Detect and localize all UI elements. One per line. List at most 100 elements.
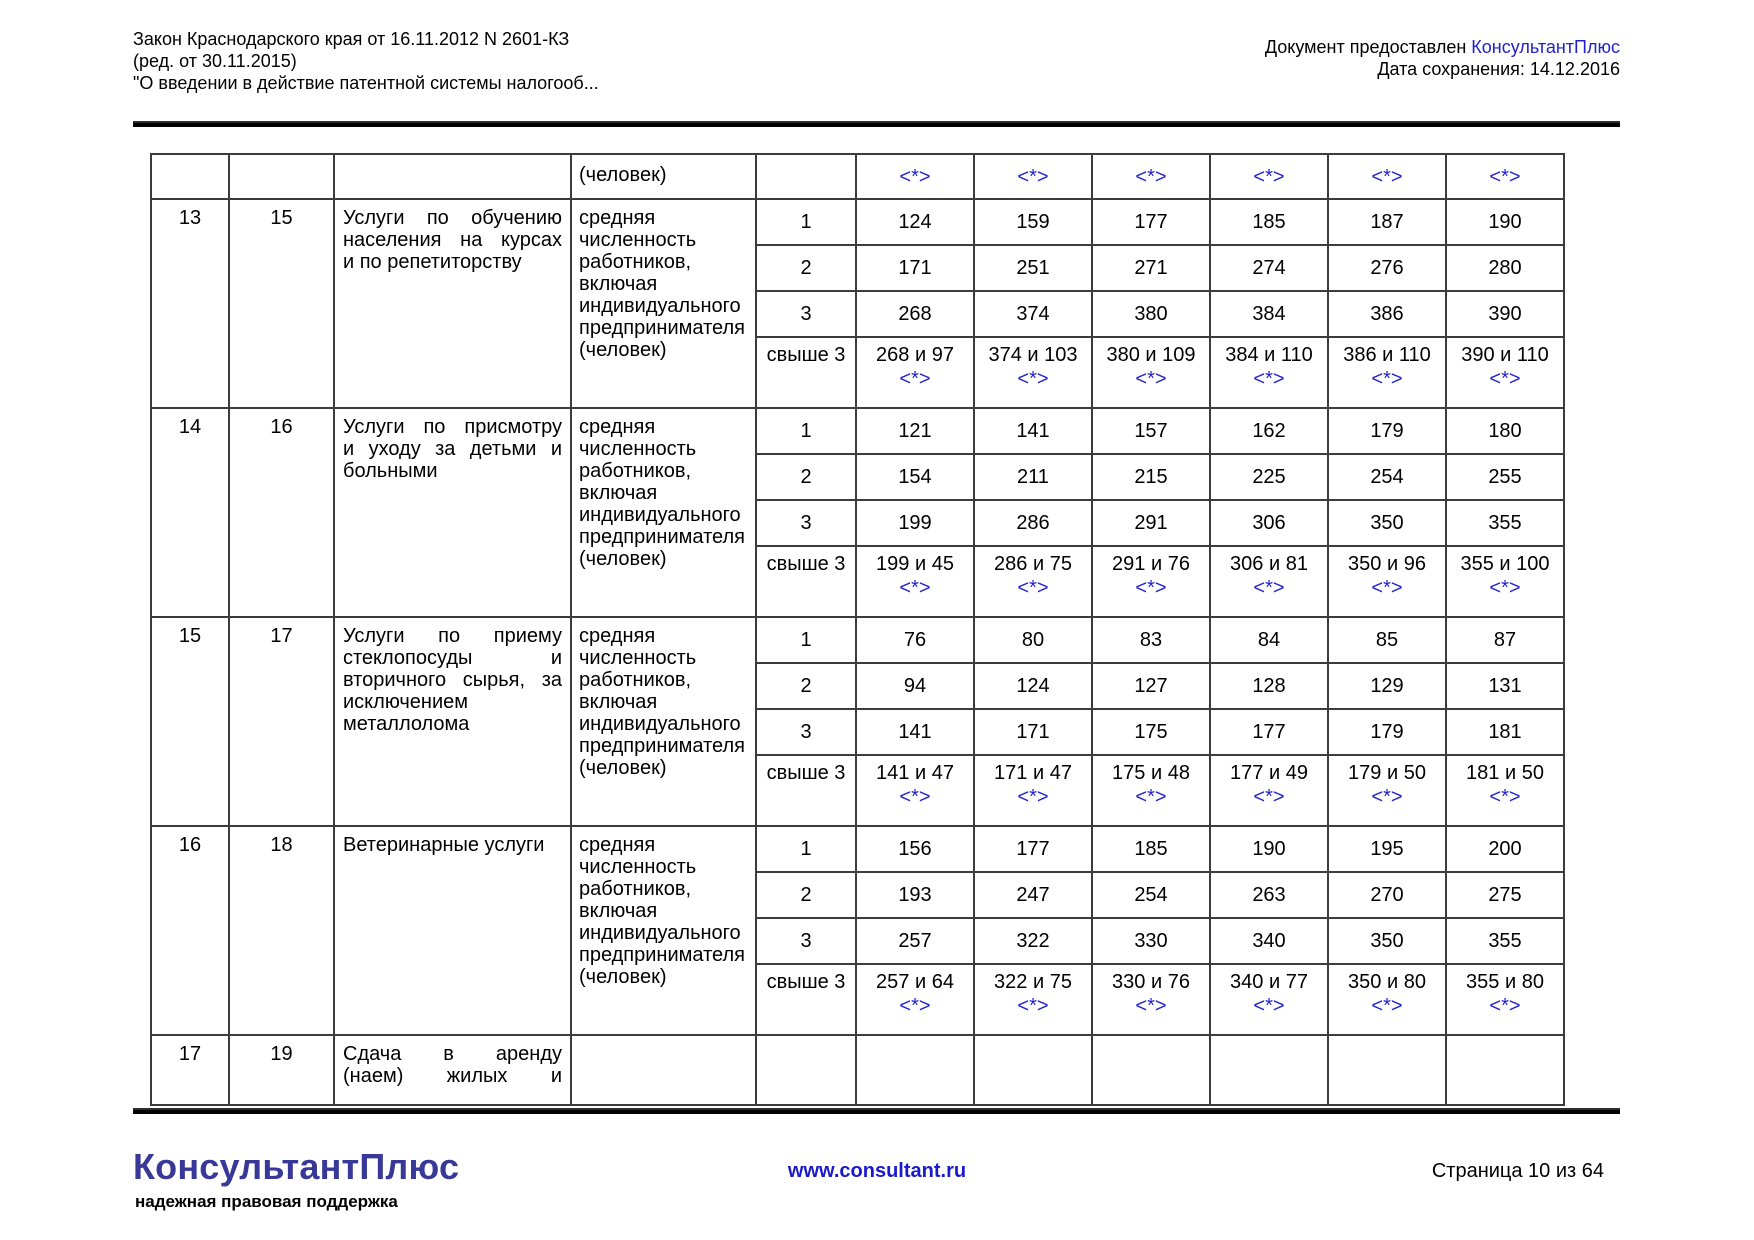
size-label-cell: 2 (755, 662, 857, 710)
footnote-link[interactable]: <*> (899, 995, 931, 1017)
footnote-link[interactable]: <*> (1017, 786, 1049, 808)
value-cell: 280 (1445, 244, 1565, 292)
classifier-number-cell: 18 (228, 825, 335, 1036)
value-cell: 340 и 77 <*> (1209, 963, 1329, 1036)
value-cell: 175 и 48 <*> (1091, 754, 1211, 827)
value-text: 156 (898, 837, 932, 860)
footnote-link[interactable]: <*> (1371, 577, 1403, 599)
value-cell: 251 (973, 244, 1093, 292)
service-cell: Услуги по приему стеклопосуды и вторичного… (333, 616, 572, 827)
footnote-cell: <*> (1445, 153, 1565, 200)
value-text: 254 (1134, 883, 1168, 906)
footnote-link[interactable]: <*> (899, 165, 931, 188)
save-date: Дата сохранения: 14.12.2016 (1377, 59, 1620, 79)
value-cell: 177 (1209, 708, 1329, 756)
value-text: 179 (1370, 720, 1404, 743)
footnote-link[interactable]: <*> (1371, 165, 1403, 188)
value-text: 84 (1257, 628, 1281, 651)
footnote-link[interactable]: <*> (1489, 995, 1521, 1017)
value-cell: 179 и 50 <*> (1327, 754, 1447, 827)
classifier-number-cell: 15 (228, 198, 335, 409)
value-text: 270 (1370, 883, 1404, 906)
footnote-link[interactable]: <*> (1253, 995, 1285, 1017)
service-cell (333, 153, 572, 200)
service-text-line: Услуги по обучению (343, 207, 562, 229)
table-row: 14 16 Услуги по присмотру и уходу за детьми… (150, 407, 1565, 618)
footnote-link[interactable]: <*> (1135, 995, 1167, 1017)
table-row: 2 193 247 254 263 270 275 (151, 871, 1565, 919)
service-cell: Услуги по присмотру и уходу за детьми и бо… (333, 407, 572, 618)
footnote-link[interactable]: <*> (899, 368, 931, 390)
value-cell: 187 (1327, 198, 1447, 246)
value-text: 141 (898, 720, 932, 743)
value-cell: 355 (1445, 917, 1565, 965)
table-row: свыше 3 257 и 64 <*> 322 и 75 <*> 330 и 76 <*>… (151, 963, 1565, 1036)
value-text: 200 (1488, 837, 1522, 860)
footnote-link[interactable]: <*> (1135, 577, 1167, 599)
value-cell: 193 (855, 871, 975, 919)
footnote-link[interactable]: <*> (1135, 165, 1167, 188)
value-text: 374 и 103 (988, 344, 1078, 366)
footnote-link[interactable]: <*> (1489, 368, 1521, 390)
classifier-number-cell: 17 (228, 616, 335, 827)
footnote-link[interactable]: <*> (1489, 165, 1521, 188)
footnote-cell: <*> (973, 153, 1093, 200)
value-text: 127 (1134, 674, 1168, 697)
value-cell (855, 1034, 975, 1106)
consultantplus-link[interactable]: КонсультантПлюс (1471, 37, 1620, 57)
size-label-cell: свыше 3 (755, 545, 857, 618)
value-cell: 94 (855, 662, 975, 710)
value-text: 257 (898, 929, 932, 952)
value-cell: 185 (1209, 198, 1329, 246)
footnote-link[interactable]: <*> (1017, 577, 1049, 599)
value-text: 80 (1021, 628, 1045, 651)
footnote-link[interactable]: <*> (1253, 368, 1285, 390)
footnote-cell: <*> (1209, 153, 1329, 200)
consultantplus-logo: КонсультантПлюс (133, 1146, 460, 1187)
value-cell (1445, 1034, 1565, 1106)
value-cell: 247 (973, 871, 1093, 919)
footnote-link[interactable]: <*> (1371, 786, 1403, 808)
value-text: 225 (1252, 465, 1286, 488)
footnote-link[interactable]: <*> (1017, 165, 1049, 188)
footnote-link[interactable]: <*> (899, 786, 931, 808)
value-cell: 177 (1091, 198, 1211, 246)
value-text: 390 (1488, 302, 1522, 325)
footnote-link[interactable]: <*> (1253, 786, 1285, 808)
footnote-link[interactable]: <*> (1253, 165, 1285, 188)
footnote-link[interactable]: <*> (1489, 786, 1521, 808)
value-cell: 87 (1445, 616, 1565, 664)
value-text: 355 (1488, 511, 1522, 534)
footnote-link[interactable]: <*> (1017, 995, 1049, 1017)
row-number-cell: 15 (150, 616, 230, 827)
footnote-link[interactable]: <*> (1253, 577, 1285, 599)
value-text: 251 (1016, 256, 1050, 279)
footnote-link[interactable]: <*> (1371, 368, 1403, 390)
value-cell: 271 (1091, 244, 1211, 292)
table-row: 2 154 211 215 225 254 255 (151, 453, 1565, 501)
value-cell: 124 (855, 198, 975, 246)
value-text: 386 и 110 (1343, 344, 1431, 366)
size-label-cell: 1 (755, 407, 857, 455)
value-text: 94 (903, 674, 927, 697)
value-cell: 83 (1091, 616, 1211, 664)
value-cell: 286 и 75 <*> (973, 545, 1093, 618)
value-cell: 225 (1209, 453, 1329, 501)
value-cell: 384 (1209, 290, 1329, 338)
value-cell: 340 (1209, 917, 1329, 965)
footnote-link[interactable]: <*> (1135, 368, 1167, 390)
value-text: 162 (1252, 419, 1286, 442)
value-text: 330 (1134, 929, 1168, 952)
footnote-link[interactable]: <*> (1017, 368, 1049, 390)
value-cell: 263 (1209, 871, 1329, 919)
size-label-cell: свыше 3 (755, 963, 857, 1036)
footnote-link[interactable]: <*> (899, 577, 931, 599)
value-cell: 141 и 47 <*> (855, 754, 975, 827)
value-text: 268 и 97 (876, 344, 954, 366)
service-text-line: Ветеринарные услуги (343, 834, 545, 856)
footnote-link[interactable]: <*> (1371, 995, 1403, 1017)
footnote-link[interactable]: <*> (1135, 786, 1167, 808)
footnote-link[interactable]: <*> (1489, 577, 1521, 599)
size-label-cell: 3 (755, 499, 857, 547)
website-link[interactable]: www.consultant.ru (787, 1160, 967, 1182)
